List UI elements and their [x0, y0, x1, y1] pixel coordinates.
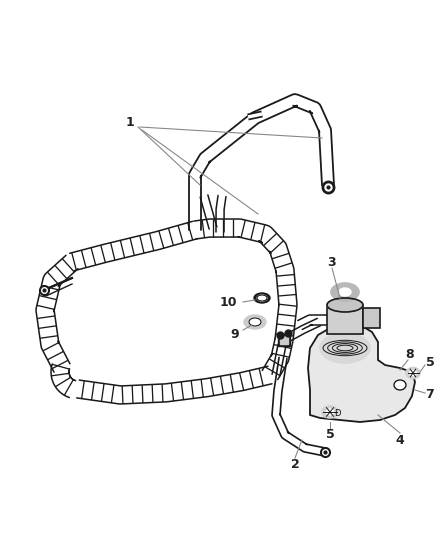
Polygon shape — [308, 325, 415, 422]
Ellipse shape — [326, 409, 334, 415]
Text: 2: 2 — [291, 458, 300, 472]
Text: 10: 10 — [219, 295, 237, 309]
Text: Ð: Ð — [335, 408, 341, 417]
Ellipse shape — [257, 295, 267, 301]
Ellipse shape — [249, 318, 261, 326]
Polygon shape — [327, 305, 363, 334]
Ellipse shape — [322, 406, 338, 418]
Ellipse shape — [254, 293, 270, 303]
Text: 8: 8 — [406, 349, 414, 361]
Ellipse shape — [410, 370, 417, 376]
Text: 4: 4 — [396, 433, 404, 447]
Ellipse shape — [339, 288, 351, 296]
Ellipse shape — [320, 333, 370, 363]
Ellipse shape — [331, 283, 359, 301]
Text: 9: 9 — [231, 328, 239, 342]
Ellipse shape — [327, 298, 363, 312]
Text: 5: 5 — [325, 429, 334, 441]
Ellipse shape — [244, 315, 266, 329]
Text: 3: 3 — [328, 255, 336, 269]
Text: 1: 1 — [126, 116, 134, 128]
Ellipse shape — [406, 367, 420, 378]
Text: 5: 5 — [426, 356, 434, 368]
Ellipse shape — [394, 380, 406, 390]
Text: 7: 7 — [426, 389, 434, 401]
Polygon shape — [363, 308, 380, 328]
